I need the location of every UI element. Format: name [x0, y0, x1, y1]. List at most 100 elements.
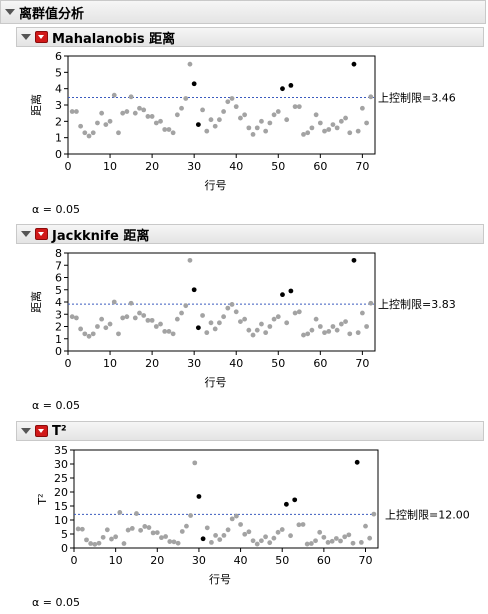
data-point — [321, 534, 327, 540]
x-tick-label: 20 — [145, 357, 159, 370]
data-point — [308, 541, 314, 546]
data-point — [162, 329, 168, 334]
y-tick-label: 5 — [61, 528, 68, 541]
data-point — [267, 120, 273, 126]
outlier-point — [280, 86, 285, 92]
y-tick-label: 5 — [55, 66, 62, 79]
y-tick-label: 6 — [55, 272, 62, 285]
x-tick-label: 10 — [109, 554, 123, 567]
data-point — [128, 300, 134, 306]
alpha-label: α = 0.05 — [32, 596, 80, 609]
data-point — [221, 314, 227, 320]
x-tick-label: 50 — [275, 554, 289, 567]
data-point — [229, 96, 235, 101]
data-point — [149, 114, 155, 119]
y-tick-label: 2 — [55, 115, 62, 128]
data-point — [238, 522, 243, 527]
data-point — [200, 107, 205, 113]
x-axis-label: 行号 — [205, 376, 227, 389]
outlier-point — [288, 288, 294, 294]
data-point — [242, 531, 248, 537]
outlier-analysis-header[interactable]: 离群值分析 — [0, 0, 486, 24]
data-point — [317, 529, 323, 535]
y-tick-label: 3 — [55, 99, 62, 112]
data-point — [116, 130, 121, 136]
data-point — [129, 526, 135, 531]
data-point — [301, 132, 306, 137]
y-tick-label: 25 — [54, 472, 68, 485]
data-point — [216, 117, 222, 123]
data-point — [275, 314, 281, 320]
data-point — [250, 132, 256, 137]
data-point — [326, 127, 332, 132]
x-tick-label: 0 — [71, 554, 78, 567]
data-point — [263, 128, 269, 134]
data-point — [254, 327, 260, 333]
data-point — [275, 109, 281, 114]
y-tick-label: 7 — [55, 259, 62, 272]
data-point — [82, 130, 88, 136]
data-point — [208, 320, 214, 326]
disclosure-triangle-icon[interactable] — [21, 231, 31, 237]
data-point — [107, 118, 113, 124]
data-point — [162, 127, 168, 132]
data-point — [158, 118, 163, 124]
data-point — [234, 513, 239, 519]
data-point — [141, 107, 147, 113]
data-point — [212, 326, 218, 332]
data-point — [96, 540, 102, 546]
x-tick-label: 70 — [355, 160, 369, 173]
data-point — [317, 324, 323, 329]
data-point — [88, 541, 94, 546]
data-point — [246, 125, 252, 131]
red-triangle-menu-icon[interactable] — [35, 425, 48, 437]
y-tick-label: 15 — [54, 500, 68, 513]
disclosure-triangle-icon[interactable] — [5, 9, 15, 15]
y-tick-label: 4 — [55, 296, 62, 309]
data-point — [184, 523, 189, 529]
data-point — [313, 316, 319, 322]
data-point — [284, 117, 290, 123]
mahalanobis-header[interactable]: Mahalanobis 距离 — [16, 27, 484, 47]
data-point — [325, 540, 331, 545]
data-point — [368, 94, 374, 100]
data-point — [350, 540, 356, 546]
data-point — [329, 538, 335, 544]
disclosure-triangle-icon[interactable] — [21, 34, 31, 40]
data-point — [364, 120, 369, 126]
data-point — [188, 513, 194, 518]
t2-header[interactable]: T² — [16, 421, 484, 441]
jackknife-header[interactable]: Jackknife 距离 — [16, 224, 484, 244]
x-tick-label: 40 — [234, 554, 248, 567]
data-point — [95, 324, 100, 329]
data-point — [75, 526, 81, 532]
data-point — [150, 530, 156, 536]
data-point — [288, 533, 293, 539]
x-tick-label: 10 — [103, 160, 117, 173]
red-triangle-menu-icon[interactable] — [35, 31, 48, 43]
data-point — [187, 257, 193, 263]
outlier-point — [292, 497, 298, 503]
data-point — [78, 326, 84, 332]
data-point — [221, 533, 227, 538]
data-point — [367, 535, 373, 541]
data-point — [300, 522, 306, 527]
x-tick-label: 40 — [229, 160, 243, 173]
data-point — [246, 529, 252, 535]
data-point — [238, 319, 243, 324]
disclosure-triangle-icon[interactable] — [21, 428, 31, 434]
data-point — [317, 120, 323, 126]
upper-control-limit-label: 上控制限=3.46 — [378, 90, 456, 104]
x-tick-label: 40 — [229, 357, 243, 370]
outlier-point — [354, 459, 360, 465]
x-tick-label: 70 — [355, 357, 369, 370]
data-point — [296, 522, 302, 528]
data-point — [259, 118, 264, 124]
data-point — [204, 128, 210, 134]
data-point — [171, 539, 177, 545]
data-point — [154, 530, 160, 535]
data-point — [250, 332, 256, 338]
red-triangle-menu-icon[interactable] — [35, 228, 48, 240]
